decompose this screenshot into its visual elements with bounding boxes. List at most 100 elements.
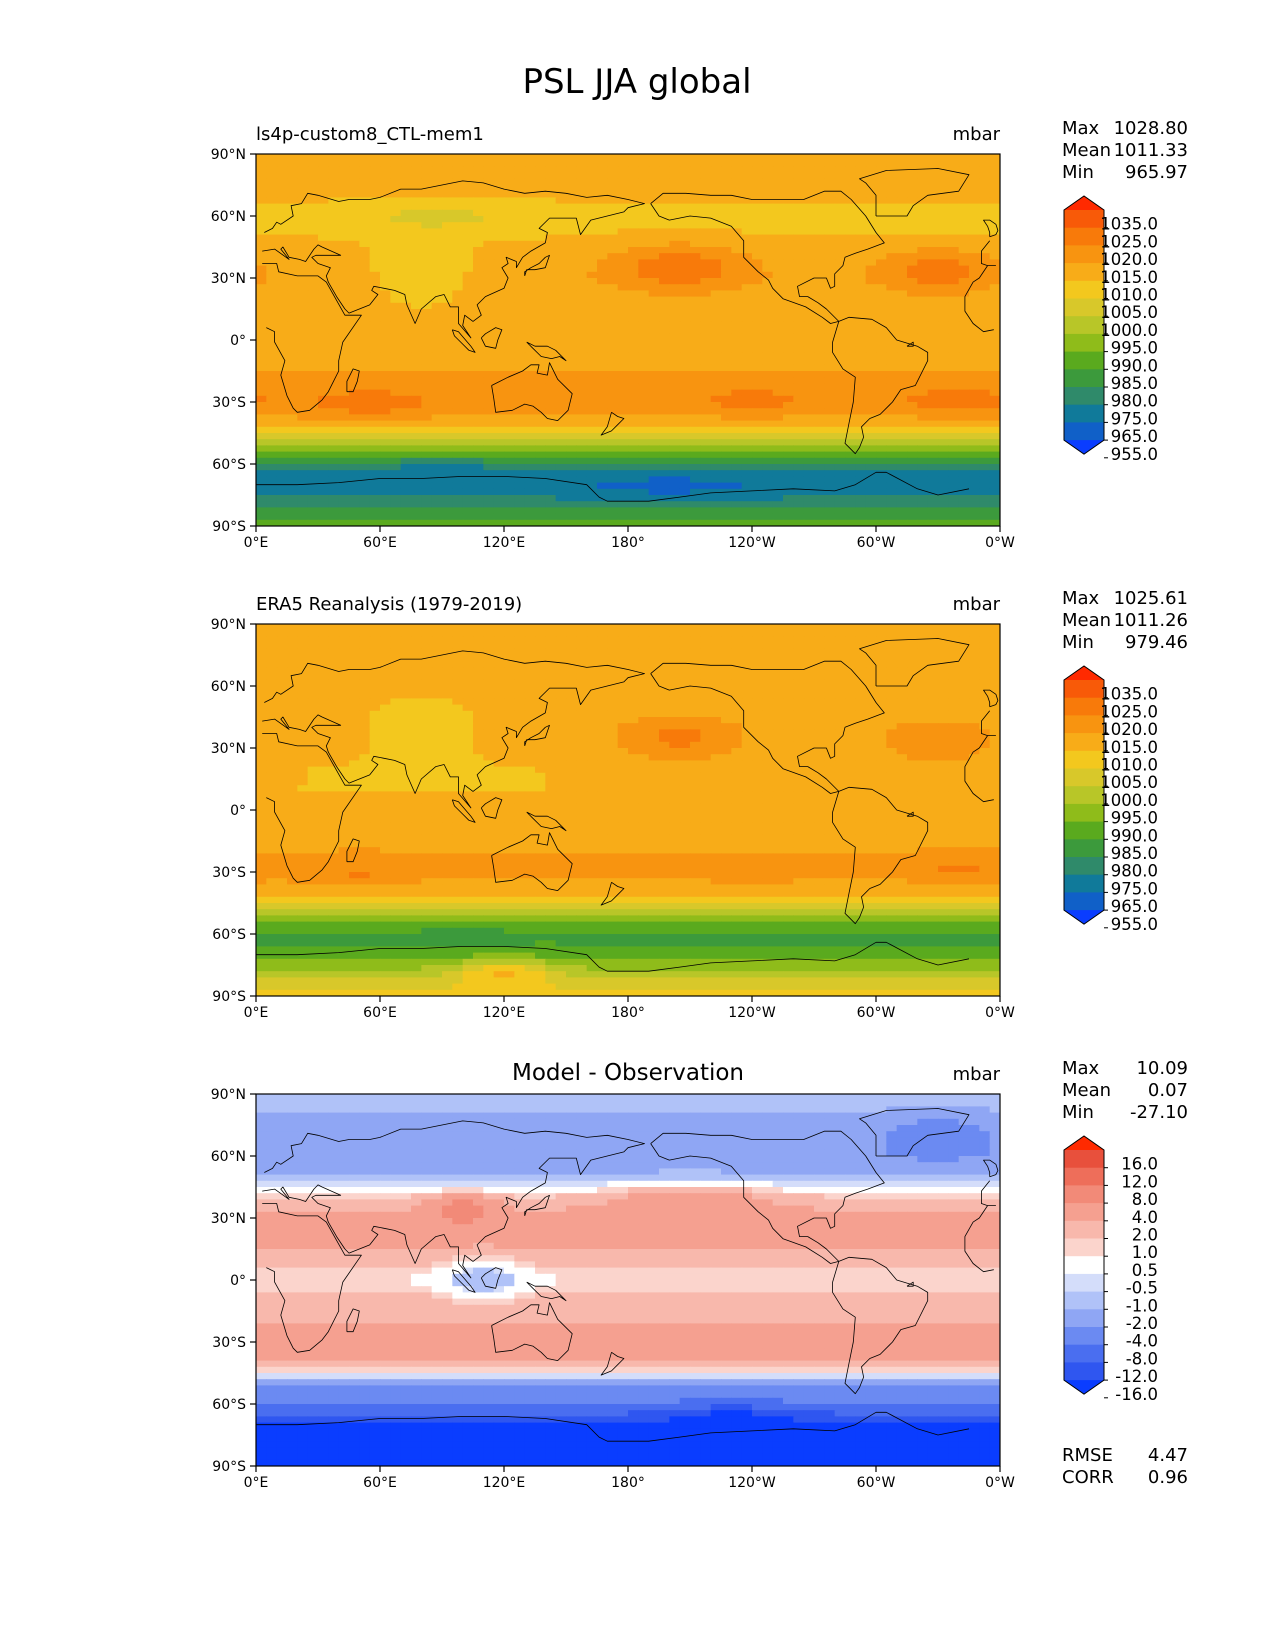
heatmap-cell (256, 284, 267, 291)
heatmap-cell (359, 630, 371, 637)
heatmap-cell (431, 160, 443, 167)
heatmap-cell (638, 383, 650, 391)
heatmap-cell (328, 451, 340, 459)
heatmap-cell (493, 358, 505, 366)
heatmap-cell (380, 389, 391, 397)
heatmap-cell (845, 290, 856, 298)
heatmap-cell (834, 661, 846, 668)
heatmap-cell (896, 340, 908, 347)
heatmap-cell (648, 445, 660, 453)
heatmap-cell (855, 222, 867, 229)
heatmap-cell (700, 371, 712, 378)
heatmap-cell (927, 470, 939, 477)
heatmap-cell (845, 433, 856, 440)
heatmap-cell (493, 439, 505, 446)
heatmap-cell (483, 284, 495, 291)
heatmap-cell (814, 191, 825, 198)
heatmap-cell (834, 284, 846, 291)
heatmap-cell (783, 253, 794, 260)
heatmap-cell (514, 420, 526, 428)
heatmap-cell (328, 178, 340, 186)
heatmap-cell (762, 667, 774, 675)
heatmap-cell (886, 259, 898, 267)
heatmap-cell (493, 271, 505, 279)
heatmap-cell (938, 253, 949, 260)
heatmap-cell (638, 667, 650, 675)
heatmap-cell (287, 395, 298, 403)
heatmap-cell (431, 178, 443, 186)
heatmap-cell (979, 513, 991, 521)
heatmap-cell (938, 333, 949, 341)
heatmap-cell (772, 228, 784, 236)
heatmap-cell (917, 389, 929, 397)
heatmap-cell (318, 222, 329, 229)
heatmap-cell (524, 451, 536, 459)
heatmap-cell (731, 495, 743, 502)
heatmap-cell (431, 247, 443, 254)
heatmap-cell (452, 209, 464, 217)
heatmap-cell (690, 636, 701, 644)
heatmap-cell (462, 253, 474, 260)
heatmap-cell (783, 290, 794, 298)
heatmap-cell (741, 636, 753, 644)
heatmap-cell (938, 364, 949, 372)
heatmap-cell (287, 470, 298, 477)
heatmap-cell (907, 451, 918, 459)
heatmap-cell (917, 451, 929, 459)
heatmap-cell (793, 327, 805, 335)
heatmap-cell (266, 340, 278, 347)
heatmap-cell (628, 383, 639, 391)
heatmap-cell (514, 228, 526, 236)
heatmap-cell (948, 464, 960, 471)
heatmap-cell (907, 154, 918, 161)
heatmap-cell (586, 377, 598, 384)
heatmap-cell (700, 488, 712, 496)
heatmap-cell (793, 476, 805, 484)
heatmap-cell (266, 216, 278, 223)
heatmap-cell (297, 648, 309, 656)
heatmap-cell (452, 501, 464, 508)
heatmap-cell (380, 642, 391, 650)
heatmap-cell (607, 624, 619, 631)
heatmap-cell (710, 488, 722, 496)
heatmap-cell (483, 216, 495, 223)
heatmap-cell (473, 172, 484, 180)
heatmap-cell (307, 371, 319, 378)
heatmap-cell (597, 519, 608, 526)
heatmap-cell (855, 346, 867, 353)
heatmap-cell (421, 240, 433, 248)
heatmap-cell (783, 228, 794, 236)
heatmap-cell (762, 389, 774, 397)
heatmap-cell (607, 507, 619, 515)
heatmap-cell (989, 154, 1000, 161)
heatmap-cell (586, 630, 598, 637)
heatmap-cell (566, 209, 577, 217)
heatmap-cell (865, 364, 877, 372)
heatmap-cell (566, 234, 577, 242)
heatmap-cell (845, 321, 856, 329)
heatmap-cell (256, 371, 267, 378)
heatmap-cell (369, 389, 381, 397)
heatmap-cell (741, 476, 753, 484)
heatmap-cell (731, 222, 743, 229)
heatmap-cell (369, 352, 381, 360)
heatmap-cell (411, 253, 422, 260)
heatmap-cell (752, 358, 763, 366)
heatmap-cell (597, 284, 608, 291)
heatmap-cell (380, 364, 391, 372)
heatmap-cell (855, 464, 867, 471)
heatmap-cell (462, 457, 474, 465)
heatmap-cell (845, 259, 856, 267)
heatmap-cell (948, 247, 960, 254)
heatmap-cell (545, 340, 557, 347)
heatmap-cell (865, 457, 877, 465)
heatmap-cell (969, 395, 980, 403)
heatmap-cell (907, 420, 918, 428)
heatmap-cell (648, 408, 660, 415)
heatmap-cell (555, 364, 567, 372)
heatmap-cell (555, 389, 567, 397)
stat-max-label: Max (1062, 118, 1100, 139)
heatmap-cell (762, 501, 774, 508)
heatmap-cell (287, 661, 298, 668)
heatmap-cell (710, 464, 722, 471)
